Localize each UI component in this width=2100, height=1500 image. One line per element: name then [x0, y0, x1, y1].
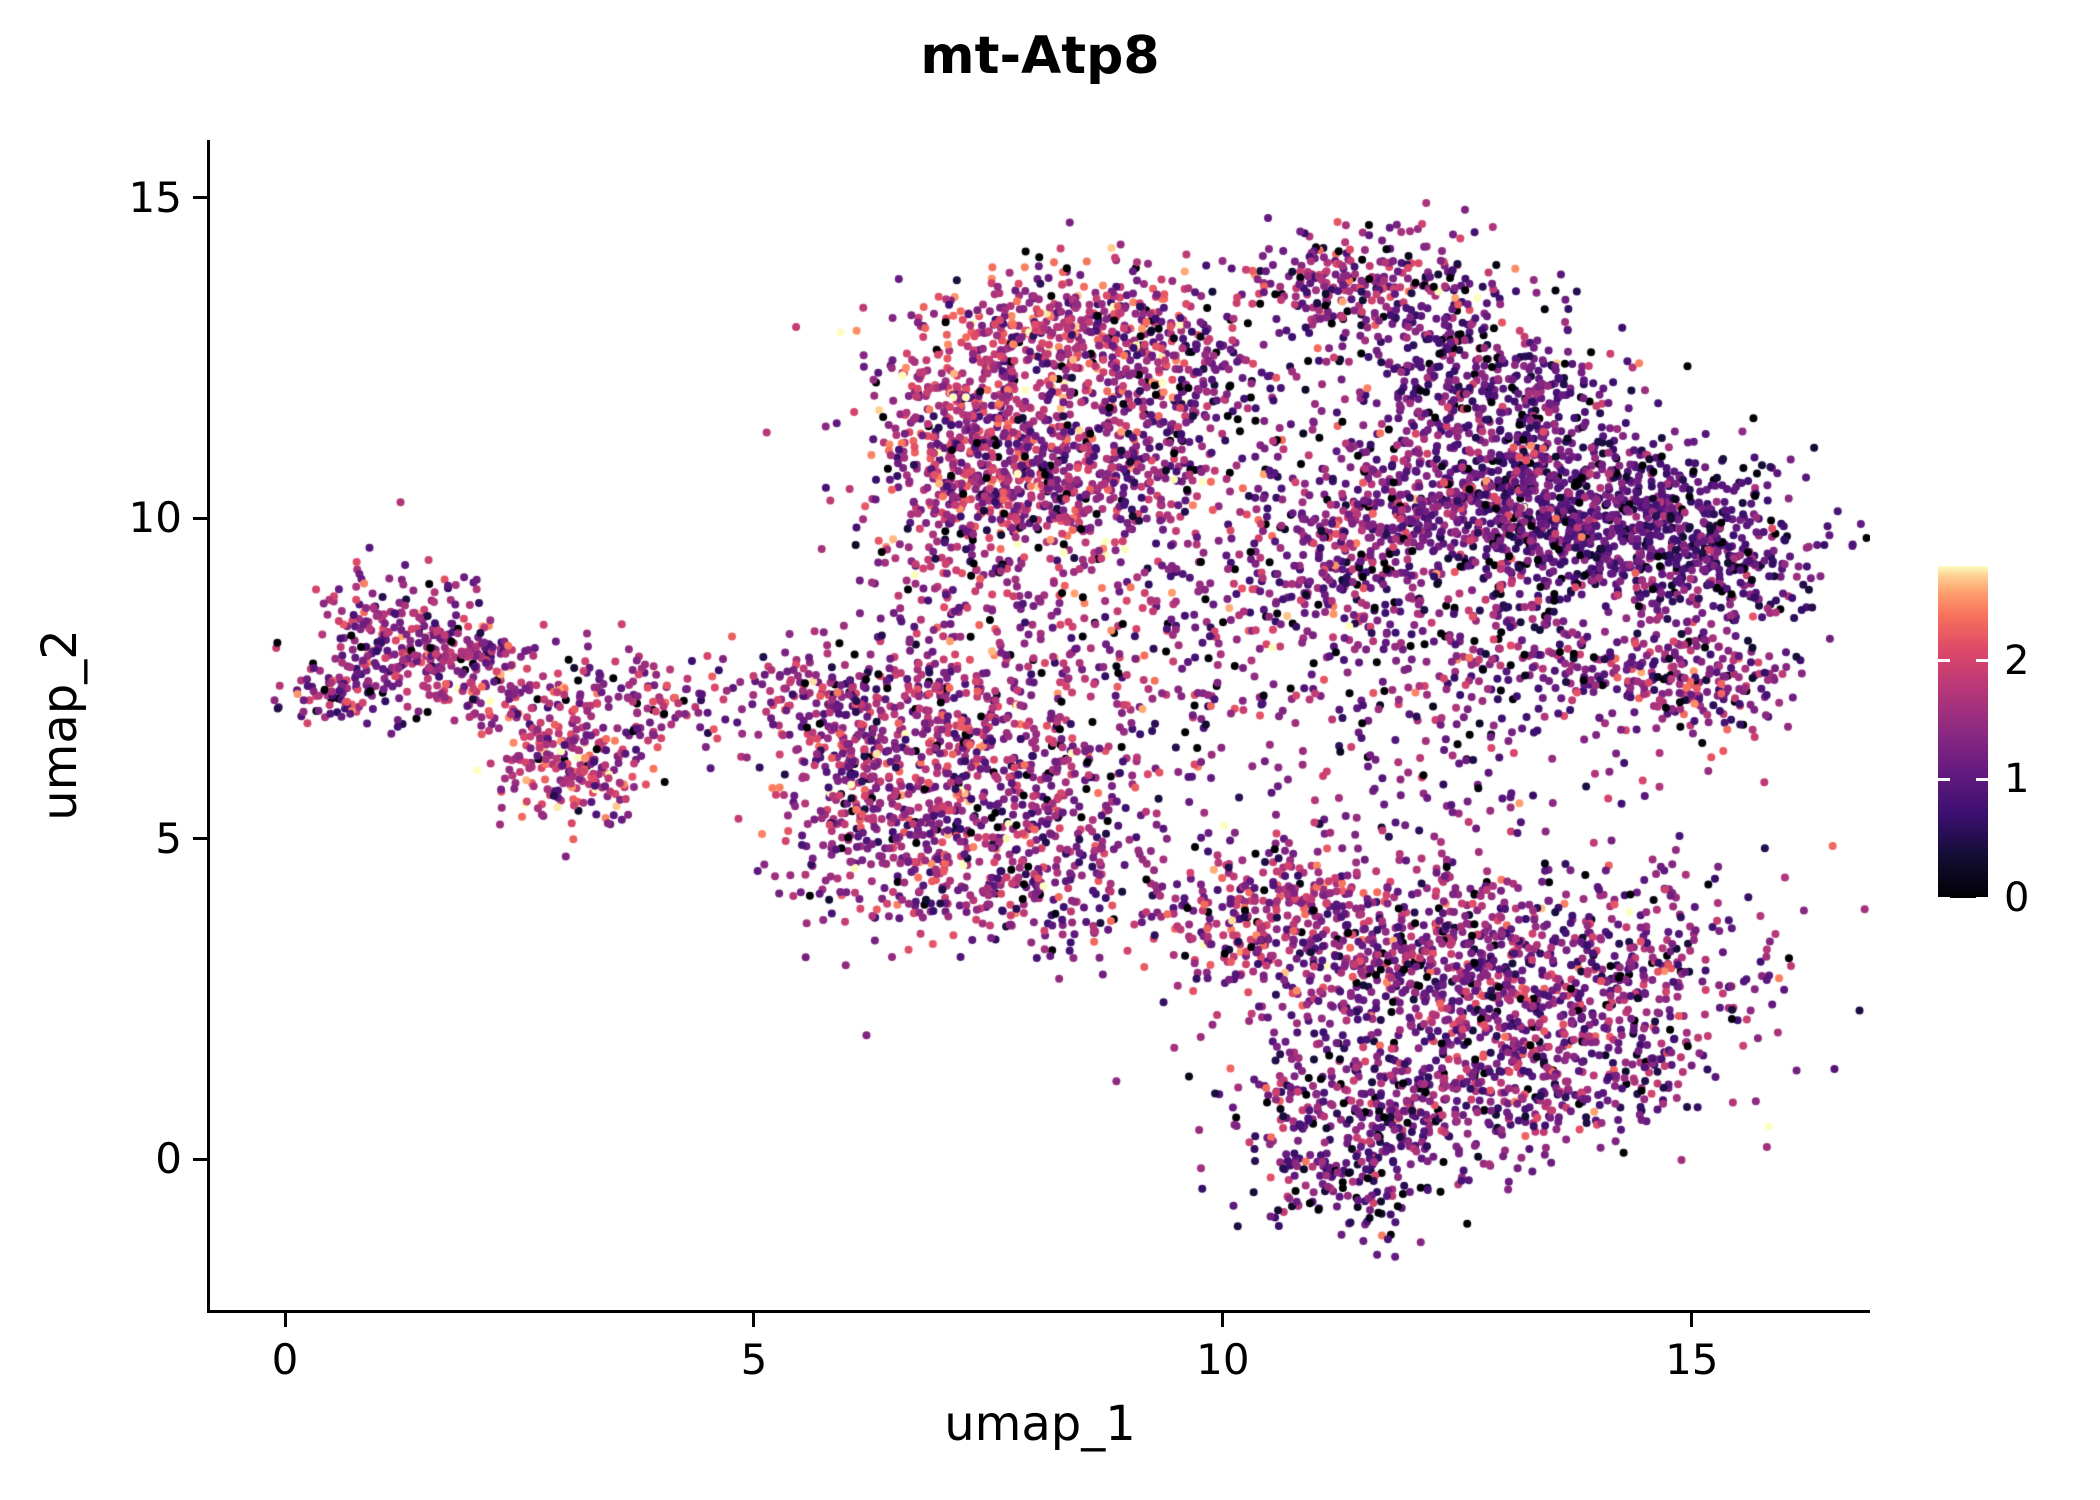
plot-title: mt-Atp8: [920, 26, 1160, 86]
x-tick-mark: [1221, 1313, 1225, 1327]
x-axis-label: umap_1: [944, 1396, 1136, 1452]
y-axis-line: [207, 140, 210, 1313]
y-tick-label: 10: [128, 493, 182, 543]
x-axis-line: [207, 1310, 1870, 1313]
colorbar-gradient: [1938, 566, 1988, 898]
x-tick-mark: [1690, 1313, 1694, 1327]
colorbar-tick-mark: [1976, 896, 1988, 900]
colorbar-tick-label: 0: [2004, 875, 2030, 921]
colorbar-tick-mark: [1976, 777, 1988, 781]
y-tick-label: 15: [128, 172, 182, 222]
x-tick-mark: [283, 1313, 287, 1327]
colorbar-tick-mark: [1976, 659, 1988, 663]
y-tick-mark: [193, 1157, 207, 1161]
colorbar-tick-mark: [1938, 659, 1950, 663]
colorbar-tick-mark: [1938, 896, 1950, 900]
y-tick-mark: [193, 196, 207, 200]
y-tick-label: 5: [155, 813, 182, 863]
y-tick-mark: [193, 837, 207, 841]
y-axis-label: umap_2: [32, 629, 88, 821]
colorbar-tick-mark: [1938, 777, 1950, 781]
x-tick-mark: [752, 1313, 756, 1327]
colorbar-tick-label: 2: [2004, 637, 2030, 684]
colorbar-tick-label: 1: [2004, 756, 2030, 803]
y-tick-label: 0: [155, 1134, 182, 1184]
x-tick-label: 10: [1196, 1335, 1250, 1384]
scatter-canvas: [210, 140, 1870, 1310]
x-tick-label: 15: [1665, 1335, 1719, 1384]
x-tick-label: 5: [740, 1335, 768, 1384]
y-tick-mark: [193, 516, 207, 520]
x-tick-label: 0: [271, 1335, 299, 1384]
